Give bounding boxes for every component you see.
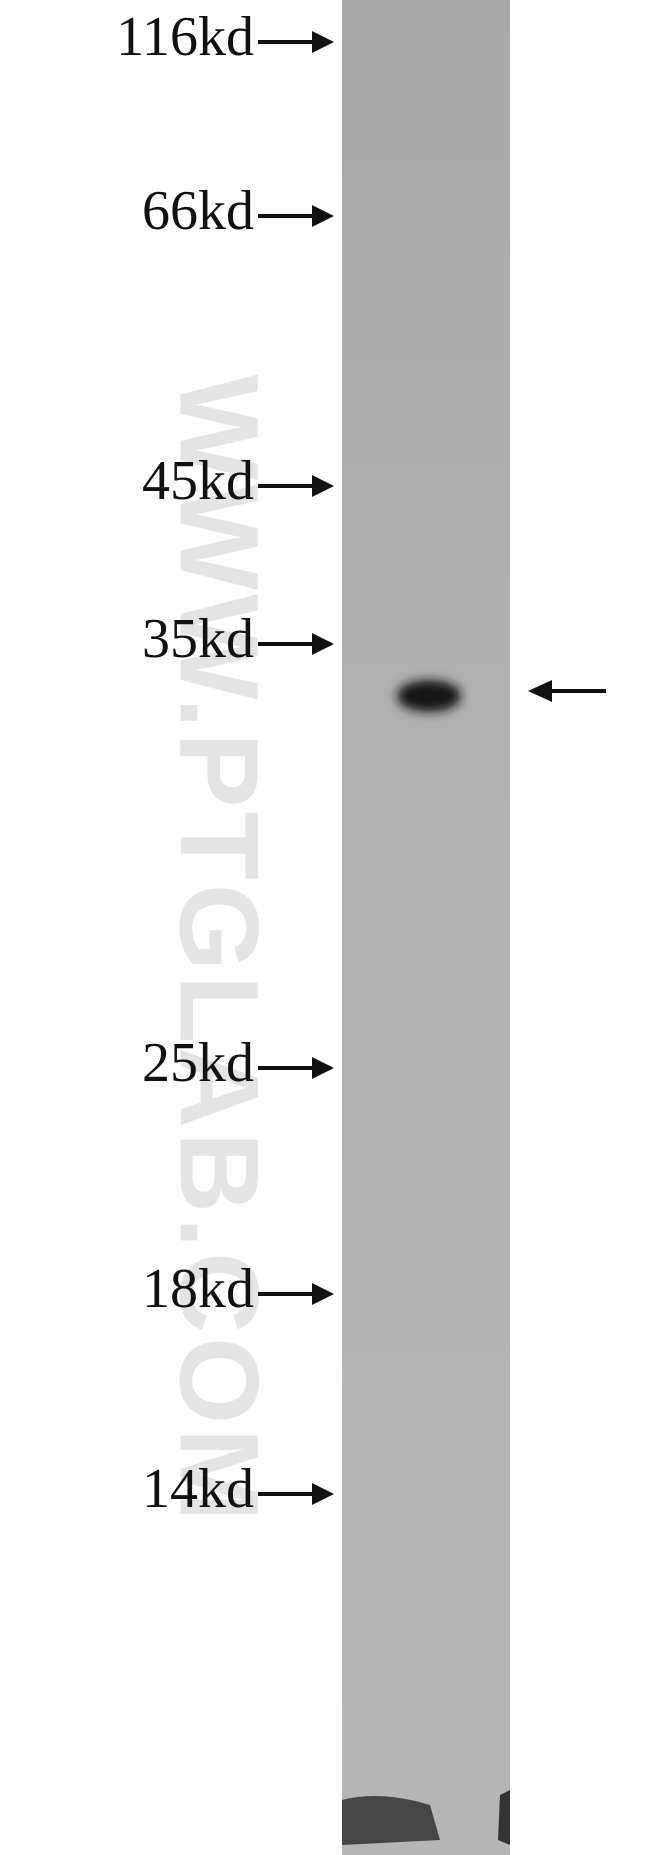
marker-arrowhead: [312, 1483, 334, 1505]
marker-label: 116kd: [116, 6, 254, 68]
marker-label: 25kd: [142, 1032, 254, 1094]
watermark: WWW.PTGLAB.COM: [156, 375, 281, 1526]
marker-arrowhead: [312, 633, 334, 655]
lane-edge: [342, 1796, 440, 1845]
marker-label: 45kd: [142, 450, 254, 512]
band-arrow: [528, 680, 606, 702]
marker-label: 14kd: [142, 1458, 254, 1520]
marker-list: 116kd 66kd 45kd 35kd 25kd 18kd 14kd: [116, 6, 334, 1520]
gel-lane: [342, 0, 510, 1855]
protein-band: [397, 680, 461, 712]
marker-label: 18kd: [142, 1258, 254, 1320]
marker-arrowhead: [312, 31, 334, 53]
marker-arrowhead: [312, 475, 334, 497]
lane-edge: [498, 1790, 510, 1845]
marker-arrowhead: [312, 205, 334, 227]
marker-label: 35kd: [142, 608, 254, 670]
marker-arrowhead: [312, 1057, 334, 1079]
marker-arrowhead: [312, 1283, 334, 1305]
marker-label: 66kd: [142, 180, 254, 242]
